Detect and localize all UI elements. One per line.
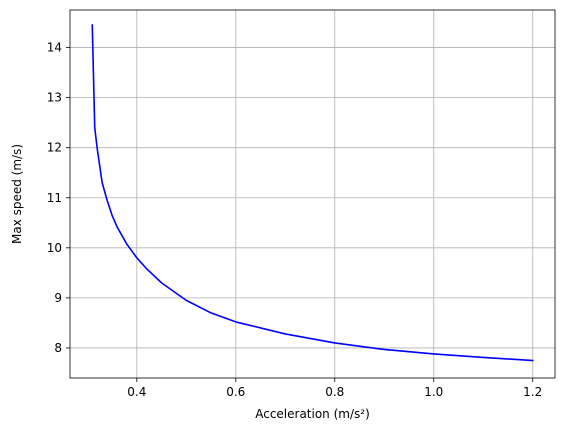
x-tick-label: 0.4: [127, 385, 146, 399]
y-tick-label: 8: [54, 341, 62, 355]
plot-frame: [69, 9, 556, 379]
x-tick-label: 1.0: [424, 385, 443, 399]
x-axis: 0.4 0.6 0.8 1.0 1.2: [127, 378, 542, 399]
y-tick-label: 13: [47, 91, 62, 105]
y-tick-label: 12: [47, 141, 62, 155]
plot-background: [70, 10, 555, 378]
y-axis-label: Max speed (m/s): [10, 144, 24, 244]
y-tick-label: 10: [47, 241, 62, 255]
series-group: [91, 24, 534, 362]
series-line-1: [91, 24, 534, 362]
y-tick-label: 14: [47, 41, 62, 55]
y-tick-label: 9: [54, 291, 62, 305]
x-tick-label: 0.8: [325, 385, 344, 399]
x-axis-label: Acceleration (m/s²): [255, 407, 370, 421]
y-tick-label: 11: [47, 191, 62, 205]
x-tick-label: 0.6: [226, 385, 245, 399]
y-axis: 8 9 10 11 12 13 14: [47, 41, 70, 355]
x-tick-label: 1.2: [523, 385, 542, 399]
grid: [70, 10, 555, 378]
